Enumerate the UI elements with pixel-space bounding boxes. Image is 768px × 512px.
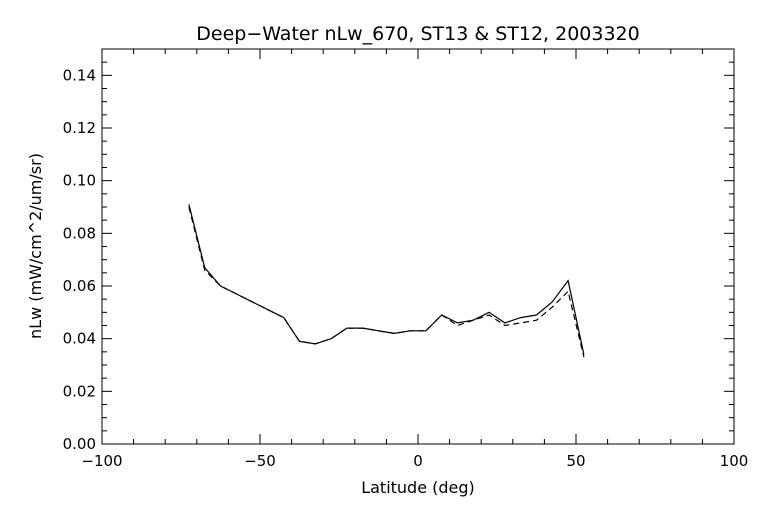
series-line-solid bbox=[188, 204, 585, 355]
series-layer bbox=[188, 204, 585, 358]
series-line-dashed bbox=[188, 206, 585, 358]
y-tick-label: 0.06 bbox=[63, 277, 96, 295]
x-axis-label: Latitude (deg) bbox=[361, 478, 475, 497]
y-tick-label: 0.10 bbox=[63, 172, 96, 190]
x-tick-label: −100 bbox=[81, 452, 122, 470]
y-tick-label: 0.08 bbox=[63, 224, 96, 242]
x-axis: −100 −50 0 50 100 bbox=[81, 49, 748, 470]
y-tick-label: 0.00 bbox=[63, 435, 96, 453]
x-tick-label: 100 bbox=[720, 452, 749, 470]
x-tick-label: −50 bbox=[244, 452, 276, 470]
x-tick-label: 50 bbox=[566, 452, 585, 470]
chart-title: Deep−Water nLw_670, ST13 & ST12, 2003320 bbox=[196, 23, 640, 45]
y-axis-label: nLw (mW/cm^2/um/sr) bbox=[26, 153, 45, 339]
y-tick-label: 0.04 bbox=[63, 330, 96, 348]
x-tick-label: 0 bbox=[413, 452, 423, 470]
y-tick-label: 0.12 bbox=[63, 119, 96, 137]
y-tick-label: 0.02 bbox=[63, 382, 96, 400]
y-tick-label: 0.14 bbox=[63, 66, 96, 84]
plot-border bbox=[101, 48, 735, 445]
y-axis: 0.00 0.02 0.04 0.06 0.08 0.10 0.12 0.14 bbox=[63, 48, 734, 453]
plot-frame bbox=[101, 48, 735, 445]
